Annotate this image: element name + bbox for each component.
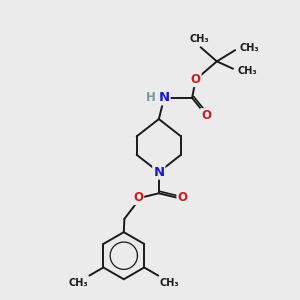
Text: CH₃: CH₃	[238, 66, 257, 76]
Text: O: O	[133, 191, 143, 204]
Text: CH₃: CH₃	[68, 278, 88, 288]
Text: N: N	[153, 166, 164, 178]
Text: N: N	[159, 92, 170, 104]
Text: H: H	[146, 92, 156, 104]
Text: CH₃: CH₃	[190, 34, 210, 44]
Text: CH₃: CH₃	[160, 278, 179, 288]
Text: CH₃: CH₃	[240, 43, 260, 53]
Text: O: O	[190, 73, 201, 86]
Text: O: O	[201, 109, 211, 122]
Text: O: O	[177, 191, 188, 204]
